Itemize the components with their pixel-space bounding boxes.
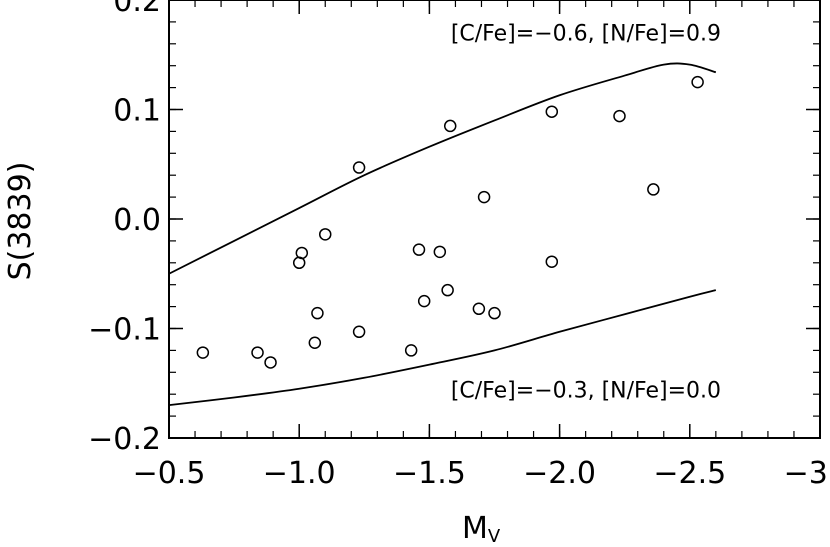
data-point [196, 346, 210, 359]
x-tick-label: −2.5 [653, 456, 726, 491]
data-point [433, 245, 447, 259]
y-tick-label: 0.1 [113, 94, 161, 129]
x-tick-label: −0.5 [133, 456, 206, 491]
data-point [352, 325, 366, 339]
data-point [251, 346, 264, 359]
y-tick-label: 0.2 [113, 0, 161, 19]
x-axis: −0.5 −1.0 −1.5 −2.0 −2.5 −3.0 [133, 0, 830, 491]
model-curves [168, 62, 717, 407]
data-point [264, 356, 277, 369]
y-axis-title: S(3839) [3, 162, 38, 281]
x-axis-title: MV [462, 511, 501, 547]
data-point [545, 105, 559, 118]
data-point [308, 336, 322, 349]
y-axis: −0.2 −0.1 0.0 0.1 0.2 [88, 0, 820, 457]
data-point [545, 255, 559, 268]
data-point [352, 161, 366, 174]
data-point [647, 183, 660, 196]
x-tick-label: −1.5 [393, 456, 466, 491]
data-point [318, 228, 332, 241]
y-tick-label: −0.2 [88, 422, 161, 457]
model-curve-2 [168, 289, 717, 407]
y-tick-label: −0.1 [88, 313, 161, 348]
data-point [443, 119, 457, 133]
y-tick-label: 0.0 [113, 203, 161, 238]
annotations: [C/Fe]=−0.6, [N/Fe]=0.9 [C/Fe]=−0.3, [N/F… [451, 22, 721, 404]
x-tick-label: −1.0 [263, 456, 336, 491]
data-points [196, 75, 704, 369]
data-point [472, 302, 486, 316]
curve-annotation: [C/Fe]=−0.6, [N/Fe]=0.9 [451, 22, 721, 47]
data-point [412, 243, 426, 256]
plot-frame [168, 0, 821, 439]
x-tick-label: −3.0 [784, 456, 830, 491]
curve-annotation: [C/Fe]=−0.3, [N/Fe]=0.0 [451, 378, 721, 403]
x-tick-label: −2.0 [523, 456, 596, 491]
data-point [295, 246, 309, 260]
data-point [311, 306, 324, 320]
data-point [488, 306, 501, 320]
data-point [417, 294, 431, 308]
data-point [404, 344, 418, 357]
data-point [477, 190, 491, 204]
data-point [691, 75, 704, 89]
data-point [613, 109, 626, 123]
data-point [441, 283, 454, 297]
model-curve-1 [168, 62, 717, 275]
